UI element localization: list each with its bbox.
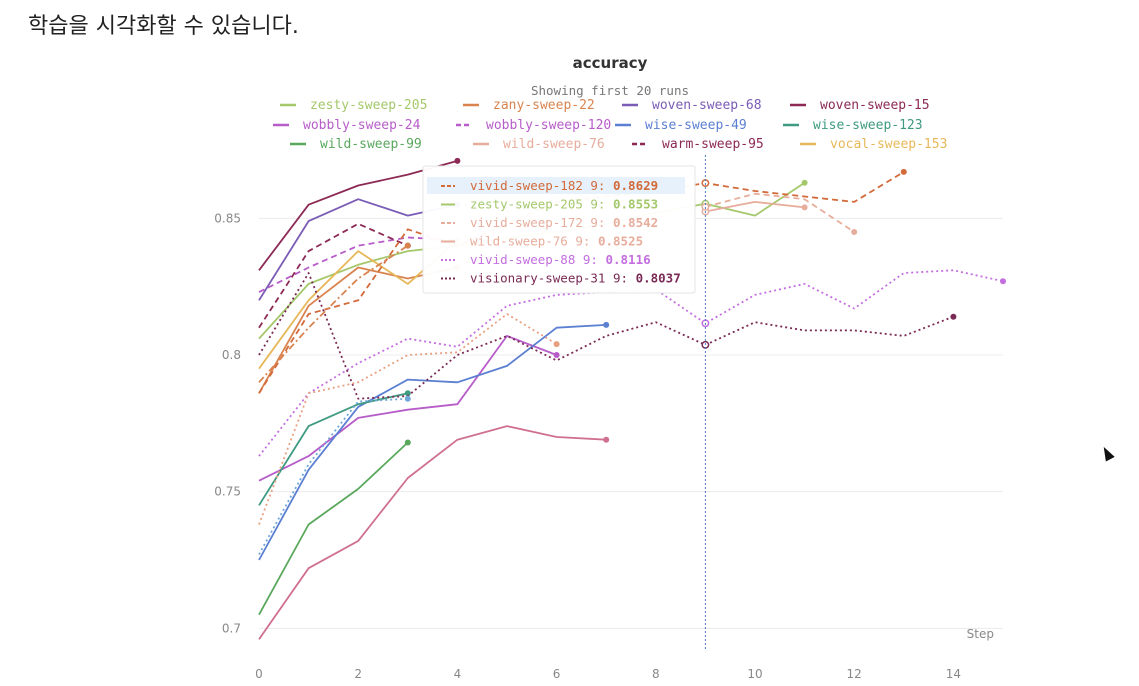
series-end-point	[603, 321, 610, 328]
series-line[interactable]	[258, 392, 408, 506]
series-line[interactable]	[258, 171, 905, 394]
legend-item[interactable]: warm-sweep-95	[632, 137, 764, 152]
tooltip-value: 0.8629	[613, 178, 658, 193]
series-line[interactable]	[258, 324, 607, 561]
legend-item[interactable]: wobbly-sweep-120	[456, 118, 611, 133]
tooltip-row: wild-sweep-76 9: 0.8525	[441, 234, 643, 249]
x-tick-label: 14	[946, 667, 961, 681]
series-end-point	[950, 313, 957, 320]
series-line[interactable]	[258, 441, 409, 616]
legend-item[interactable]: wobbly-sweep-24	[273, 118, 421, 133]
legend-item[interactable]: zesty-sweep-205	[280, 98, 427, 113]
axis-ticks: 0.7 0.75 0.8 0.85 0 2 4 6 8 10 12 14	[214, 211, 961, 681]
tooltip-label: visionary-sweep-31 9: 0.8037	[470, 271, 681, 286]
tooltip-box	[422, 165, 696, 294]
series-end-point	[404, 390, 411, 397]
tooltip-row: vivid-sweep-172 9: 0.8542	[441, 215, 658, 230]
tooltip-label: vivid-sweep-88 9: 0.8116	[470, 252, 651, 267]
hover-tooltip: vivid-sweep-182 9: 0.8629 zesty-sweep-205…	[422, 165, 696, 294]
series-line[interactable]	[258, 222, 409, 329]
legend-label: wobbly-sweep-120	[486, 118, 611, 133]
series-end-point	[553, 352, 560, 358]
series-end-point	[404, 439, 411, 446]
legend-label: wild-sweep-99	[320, 137, 422, 152]
tooltip-value: 0.8116	[605, 252, 650, 267]
series-line[interactable]	[258, 244, 409, 383]
chart-title: accuracy	[573, 54, 648, 72]
chart-subtitle: Showing first 20 runs	[531, 83, 689, 98]
chart-legend: zesty-sweep-205 zany-sweep-22 woven-sweep-…	[273, 98, 947, 152]
tooltip-label: zesty-sweep-205 9: 0.8553	[470, 197, 658, 212]
legend-item[interactable]: wise-sweep-123	[783, 118, 923, 133]
tooltip-row: vivid-sweep-182 9: 0.8629	[427, 177, 685, 194]
legend-label: wobbly-sweep-24	[303, 118, 421, 133]
series-end-point	[851, 229, 858, 235]
tooltip-value: 0.8037	[636, 271, 681, 286]
x-tick-label: 12	[847, 667, 862, 681]
tooltip-row: visionary-sweep-31 9: 0.8037	[441, 271, 681, 286]
x-tick-label: 4	[454, 667, 462, 681]
series-line[interactable]	[258, 425, 607, 640]
legend-label: warm-sweep-95	[662, 137, 764, 152]
x-tick-label: 8	[652, 667, 660, 681]
series-end-point	[404, 242, 411, 249]
y-tick-label: 0.75	[214, 485, 241, 499]
legend-label: wise-sweep-123	[813, 118, 923, 133]
legend-label: woven-sweep-15	[820, 98, 930, 113]
tooltip-value: 0.8553	[613, 197, 658, 212]
legend-item[interactable]: wild-sweep-76	[473, 137, 605, 152]
y-tick-label: 0.8	[222, 348, 241, 362]
legend-label: woven-sweep-68	[652, 98, 762, 113]
page-caption: 학습을 시각화할 수 있습니다.	[28, 14, 299, 39]
legend-item[interactable]: woven-sweep-15	[790, 98, 930, 113]
legend-label: zesty-sweep-205	[310, 98, 427, 113]
series-end-point	[553, 341, 560, 348]
legend-label: wild-sweep-76	[503, 137, 605, 152]
x-tick-label: 6	[553, 667, 561, 681]
series-end-point	[603, 436, 610, 443]
legend-item[interactable]: zany-sweep-22	[463, 98, 595, 113]
y-tick-label: 0.85	[214, 211, 241, 225]
tooltip-label: vivid-sweep-172 9: 0.8542	[470, 215, 658, 230]
tooltip-row-highlight	[427, 177, 685, 194]
series-line[interactable]	[258, 397, 408, 555]
legend-item[interactable]: wild-sweep-99	[290, 137, 422, 152]
tooltip-value: 0.8525	[598, 234, 643, 249]
legend-item[interactable]: wise-sweep-49	[615, 118, 747, 133]
series-end-point	[801, 179, 808, 186]
tooltip-row: zesty-sweep-205 9: 0.8553	[441, 197, 658, 212]
series-line[interactable]	[705, 200, 805, 213]
y-tick-label: 0.7	[222, 621, 241, 635]
series-line[interactable]	[258, 313, 558, 525]
x-tick-label: 10	[747, 667, 762, 681]
series-line[interactable]	[258, 334, 557, 482]
tooltip-value: 0.8542	[613, 215, 658, 230]
series-end-point	[404, 395, 411, 402]
x-tick-label: 0	[255, 667, 263, 681]
series-line[interactable]	[258, 269, 1004, 457]
legend-label: wise-sweep-49	[645, 118, 747, 133]
legend-item[interactable]: woven-sweep-68	[622, 98, 762, 113]
tooltip-row: vivid-sweep-88 9: 0.8116	[441, 252, 651, 267]
series-end-point	[801, 204, 808, 211]
x-axis-label: Step	[967, 627, 994, 641]
series-end-point	[1000, 278, 1006, 285]
x-tick-label: 2	[354, 667, 362, 681]
series-line[interactable]	[705, 192, 855, 233]
series-end-point	[454, 157, 461, 164]
legend-label: zany-sweep-22	[493, 98, 595, 113]
tooltip-label: vivid-sweep-182 9: 0.8629	[470, 178, 658, 193]
legend-label: vocal-sweep-153	[830, 137, 947, 152]
tooltip-label: wild-sweep-76 9: 0.8525	[470, 234, 643, 249]
series-end-point	[900, 168, 907, 175]
legend-item[interactable]: vocal-sweep-153	[800, 137, 947, 152]
